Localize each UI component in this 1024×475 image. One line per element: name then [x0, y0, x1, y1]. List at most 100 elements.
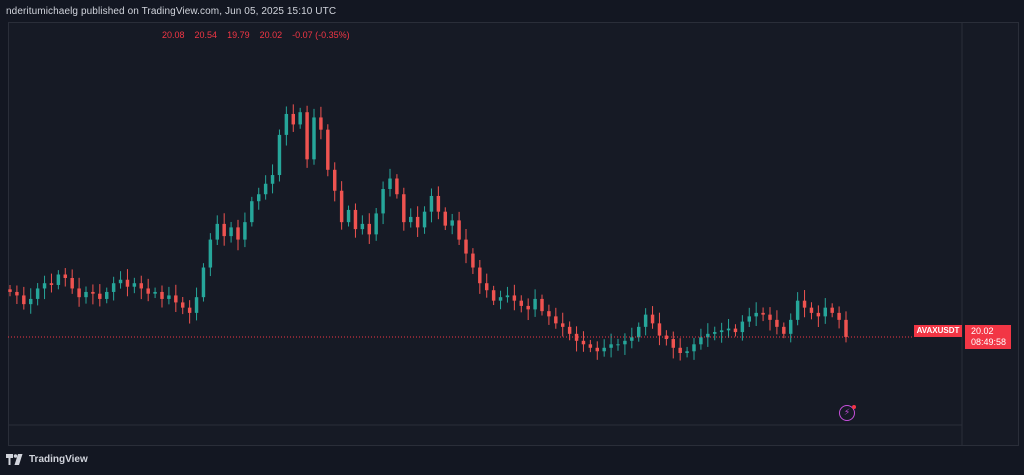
- candle-body: [837, 312, 841, 320]
- candle-body: [15, 291, 19, 296]
- candle-body: [160, 291, 164, 299]
- candle-body: [257, 194, 261, 202]
- candle-body: [567, 326, 572, 334]
- candle-body: [830, 307, 834, 313]
- candle-body: [319, 117, 323, 130]
- candle-body: [84, 291, 88, 298]
- candle-body: [754, 312, 758, 317]
- candle-body: [429, 195, 434, 212]
- candle-body: [208, 239, 213, 268]
- candle-body: [533, 298, 537, 310]
- candle-body: [63, 274, 67, 278]
- candle-body: [388, 178, 392, 189]
- candle-body: [194, 297, 199, 313]
- candle-body: [602, 347, 606, 352]
- candle-body: [270, 175, 275, 184]
- candle-body: [643, 314, 648, 327]
- candle-body: [305, 112, 309, 160]
- candle-body: [809, 307, 814, 313]
- candle-body: [22, 295, 26, 305]
- candle-body: [360, 223, 365, 230]
- candle-body: [616, 344, 620, 346]
- candle-body: [782, 326, 786, 334]
- candle-body: [353, 209, 358, 230]
- candle-body: [768, 314, 772, 320]
- candle-body: [181, 302, 185, 308]
- candle-body: [402, 194, 406, 223]
- candle-body: [277, 134, 282, 176]
- chart-pane[interactable]: [8, 22, 1019, 446]
- last-price-value: 20.02: [971, 326, 994, 336]
- candle-body: [726, 328, 731, 331]
- candle-body: [795, 300, 800, 320]
- candle-body: [671, 339, 675, 348]
- candle-body: [685, 351, 689, 354]
- candle-body: [595, 347, 599, 352]
- candle-body: [816, 312, 821, 317]
- footer: TradingView: [6, 454, 88, 465]
- candle-body: [478, 267, 482, 284]
- candle-body: [505, 295, 510, 298]
- candle-body: [637, 326, 641, 338]
- candle-body: [284, 113, 289, 135]
- candle-body: [56, 274, 61, 285]
- candle-body: [243, 222, 247, 240]
- tradingview-logo-icon: [6, 454, 23, 465]
- candle-body: [139, 283, 143, 289]
- candle-body: [229, 227, 233, 237]
- candle-body: [29, 298, 33, 305]
- candle-body: [333, 169, 337, 191]
- candle-body: [35, 288, 40, 299]
- candle-body: [236, 227, 240, 240]
- candle-body: [664, 335, 669, 340]
- candle-body: [678, 347, 682, 354]
- candle-body: [98, 293, 102, 299]
- candle-body: [201, 267, 206, 298]
- candle-body: [298, 112, 302, 125]
- ohlc-high: 20.54: [194, 30, 218, 40]
- candle-body: [761, 312, 765, 315]
- candle-body: [650, 314, 655, 324]
- candle-body: [789, 319, 793, 334]
- candle-body: [443, 211, 447, 226]
- candle-body: [471, 253, 475, 268]
- candle-body: [132, 283, 137, 287]
- notification-dot: [852, 405, 856, 409]
- candle-body: [706, 333, 710, 338]
- candle-body: [111, 283, 116, 292]
- candle-body: [409, 216, 413, 223]
- candle-body: [436, 195, 441, 212]
- lightning-bolt-icon[interactable]: ⚡: [839, 405, 856, 421]
- candle-body: [8, 289, 12, 292]
- candle-body: [291, 113, 295, 125]
- candle-body: [222, 223, 226, 237]
- candle-body: [457, 220, 461, 240]
- candle-body: [153, 291, 157, 294]
- candle-body: [464, 239, 468, 254]
- candle-body: [174, 295, 178, 303]
- candle-body: [561, 323, 565, 327]
- candle-body: [512, 295, 517, 301]
- candle-body: [374, 213, 378, 235]
- candle-body: [118, 279, 123, 284]
- candle-body: [498, 297, 503, 301]
- candle-body: [49, 283, 54, 285]
- ohlc-low: 19.79: [227, 30, 250, 40]
- ohlc-open: 20.08: [162, 30, 185, 40]
- candle-body: [733, 328, 738, 333]
- ohlc-change: -0.07 (-0.35%): [292, 30, 350, 40]
- candle-body: [526, 305, 530, 310]
- candle-body: [415, 216, 420, 228]
- candle-body: [91, 291, 95, 294]
- candle-body: [699, 337, 703, 345]
- candle-body: [519, 300, 523, 306]
- candle-body: [692, 344, 696, 352]
- candle-body: [77, 288, 81, 298]
- candle-body: [339, 190, 344, 223]
- candle-body: [623, 340, 627, 345]
- candle-body: [70, 277, 74, 289]
- candle-body: [581, 340, 586, 345]
- candle-body: [215, 223, 219, 240]
- candle-body: [381, 188, 385, 214]
